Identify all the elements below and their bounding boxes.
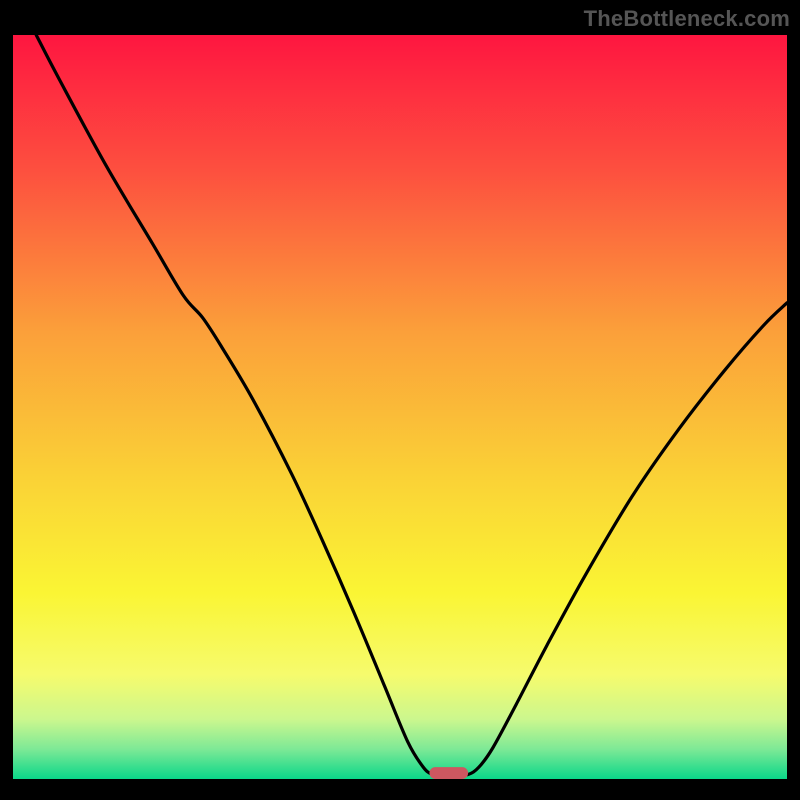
watermark-label: TheBottleneck.com	[584, 6, 790, 32]
optimal-marker	[429, 767, 468, 779]
plot-background-gradient	[13, 35, 787, 779]
chart-stage: TheBottleneck.com	[0, 0, 800, 800]
bottleneck-curve-chart	[0, 0, 800, 800]
